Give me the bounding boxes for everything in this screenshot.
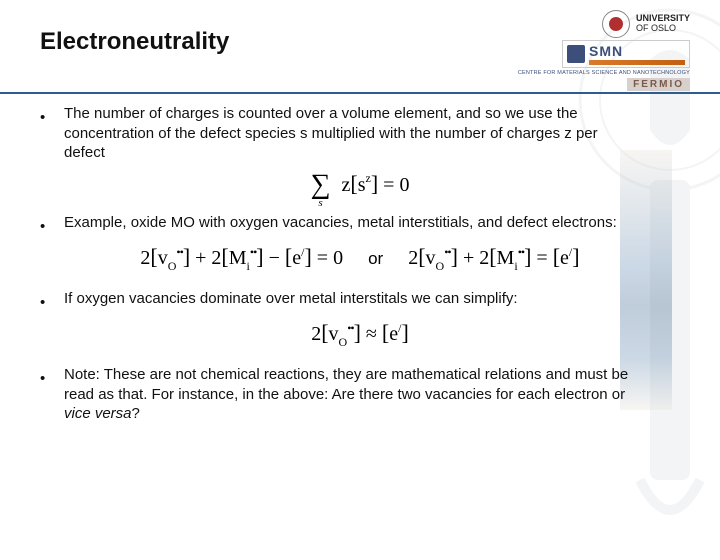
equation-sum: ∑ s z[sz] = 0: [40, 171, 680, 200]
slide-content: • The number of charges is counted over …: [40, 104, 680, 424]
bullet-4-text: Note: These are not chemical reactions, …: [64, 365, 630, 424]
fermio-logo: FERMIO: [627, 78, 690, 91]
bullet-1-text: The number of charges is counted over a …: [64, 104, 630, 163]
bullet-4: • Note: These are not chemical reactions…: [40, 365, 680, 424]
smn-subtitle: CENTRE FOR MATERIALS SCIENCE AND NANOTEC…: [518, 70, 690, 76]
equation-simplify: 2[vO••] ≈ [e/]: [40, 320, 680, 349]
equation-example: 2[vO••] + 2[Mi••] − [e/] = 0 or 2[vO••] …: [40, 244, 680, 273]
bullet-2-text: Example, oxide MO with oxygen vacancies,…: [64, 213, 617, 233]
bullet-3-text: If oxygen vacancies dominate over metal …: [64, 289, 518, 309]
smn-bar: [589, 60, 685, 65]
bullet-dot-icon: •: [40, 295, 46, 310]
title-rule: [0, 92, 720, 94]
bullet-dot-icon: •: [40, 371, 46, 386]
bullet-2: • Example, oxide MO with oxygen vacancie…: [40, 213, 680, 234]
slide-title: Electroneutrality: [40, 28, 680, 56]
bullet-3: • If oxygen vacancies dominate over meta…: [40, 289, 680, 310]
bullet-dot-icon: •: [40, 110, 46, 125]
bullet-1: • The number of charges is counted over …: [40, 104, 680, 163]
bullet-dot-icon: •: [40, 219, 46, 234]
